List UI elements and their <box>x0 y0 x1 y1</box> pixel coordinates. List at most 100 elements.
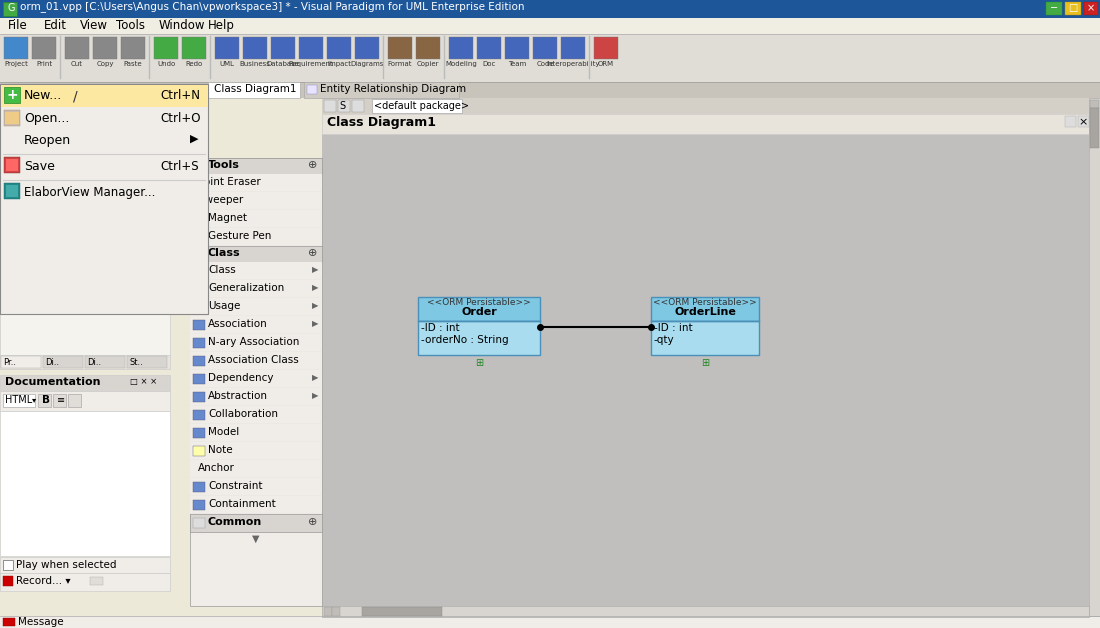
Bar <box>126 356 167 368</box>
Text: File: File <box>8 19 28 32</box>
Bar <box>0 0 1100 18</box>
Text: Record... ▾: Record... ▾ <box>16 576 70 586</box>
Bar <box>192 500 205 510</box>
Text: Project: Project <box>4 61 28 67</box>
Text: Impact: Impact <box>327 61 351 67</box>
Bar <box>192 482 205 492</box>
Bar <box>3 394 35 407</box>
Text: Di..: Di.. <box>45 358 59 367</box>
Text: ▶: ▶ <box>312 283 319 292</box>
Bar <box>0 573 170 591</box>
Bar <box>192 428 205 438</box>
Text: N-ary Association: N-ary Association <box>208 337 299 347</box>
Bar <box>594 37 618 59</box>
Bar <box>1046 2 1062 15</box>
Bar <box>0 557 170 573</box>
Bar <box>53 394 66 407</box>
Bar <box>190 158 322 606</box>
Bar <box>190 496 322 514</box>
Bar <box>6 159 18 171</box>
Bar <box>1 85 207 107</box>
Text: UML: UML <box>220 61 234 67</box>
Text: View: View <box>80 19 108 32</box>
Text: ⊕: ⊕ <box>308 517 318 527</box>
Text: Message: Message <box>18 617 64 627</box>
Text: -qty: -qty <box>654 335 674 345</box>
Text: Cut: Cut <box>72 61 82 67</box>
Text: Open...: Open... <box>24 112 69 125</box>
Bar <box>299 37 323 59</box>
Bar <box>85 356 125 368</box>
Bar <box>271 37 295 59</box>
Text: <<ORM Persistable>>: <<ORM Persistable>> <box>653 298 757 307</box>
Text: Model: Model <box>208 427 240 437</box>
Text: <<ORM Persistable>>: <<ORM Persistable>> <box>427 298 531 307</box>
Text: Magnet: Magnet <box>208 213 248 223</box>
Text: New...: New... <box>24 89 63 102</box>
Bar <box>4 183 20 199</box>
Bar <box>449 37 473 59</box>
Bar <box>4 37 28 59</box>
Text: Code: Code <box>536 61 553 67</box>
Bar <box>0 616 1100 628</box>
Bar <box>190 158 322 174</box>
Text: ⊞: ⊞ <box>475 358 483 368</box>
Text: Team: Team <box>508 61 526 67</box>
Bar <box>190 192 322 210</box>
Text: Ctrl+S: Ctrl+S <box>160 160 199 173</box>
Bar <box>190 262 322 280</box>
Bar <box>182 37 206 59</box>
Bar <box>362 607 442 616</box>
Text: Save: Save <box>24 160 55 173</box>
Bar <box>0 411 170 556</box>
Text: Association: Association <box>208 319 267 329</box>
Text: Common: Common <box>208 517 262 527</box>
Text: □ × ×: □ × × <box>130 377 157 386</box>
Text: Redo: Redo <box>186 61 202 67</box>
Bar <box>190 210 322 228</box>
Bar <box>1078 116 1089 127</box>
Bar <box>14 231 23 239</box>
Text: B: B <box>42 395 50 405</box>
Bar <box>338 100 350 112</box>
Bar <box>90 577 103 585</box>
Bar <box>192 302 205 312</box>
Bar <box>322 114 1089 134</box>
Text: Class: Class <box>208 265 235 275</box>
Bar <box>372 99 462 113</box>
Bar <box>1065 2 1081 15</box>
Bar <box>154 37 178 59</box>
Bar <box>208 82 300 98</box>
Bar <box>0 82 1100 98</box>
Text: Entity Relationship Diagram: Entity Relationship Diagram <box>320 84 466 94</box>
Bar <box>192 338 205 348</box>
Bar <box>1084 2 1098 15</box>
Text: OrderLine: OrderLine <box>674 307 736 317</box>
Text: Print: Print <box>36 61 52 67</box>
Text: Point Eraser: Point Eraser <box>198 177 261 187</box>
Bar <box>39 394 51 407</box>
Text: Association Class: Association Class <box>208 355 299 365</box>
Bar <box>332 607 340 616</box>
Bar <box>243 37 267 59</box>
Bar <box>322 98 1089 114</box>
Bar <box>192 392 205 402</box>
Bar <box>190 424 322 442</box>
Text: Paste: Paste <box>123 61 142 67</box>
Text: ×: × <box>1078 117 1088 127</box>
Text: ⊞: ⊞ <box>701 358 710 368</box>
Bar <box>190 316 322 334</box>
Bar <box>477 37 500 59</box>
Bar <box>192 214 205 224</box>
Text: Diagrams: Diagrams <box>350 61 384 67</box>
Text: -orderNo : String: -orderNo : String <box>421 335 508 345</box>
Text: Interoperability: Interoperability <box>547 61 600 67</box>
Text: +: + <box>7 88 18 102</box>
Text: OrderLine: OrderLine <box>15 215 70 225</box>
Text: Dependency: Dependency <box>208 373 274 383</box>
Text: Copy: Copy <box>97 61 113 67</box>
Bar <box>190 246 322 262</box>
Text: Tools: Tools <box>208 160 240 170</box>
Bar <box>505 37 529 59</box>
Text: -ID : int: -ID : int <box>421 323 460 333</box>
